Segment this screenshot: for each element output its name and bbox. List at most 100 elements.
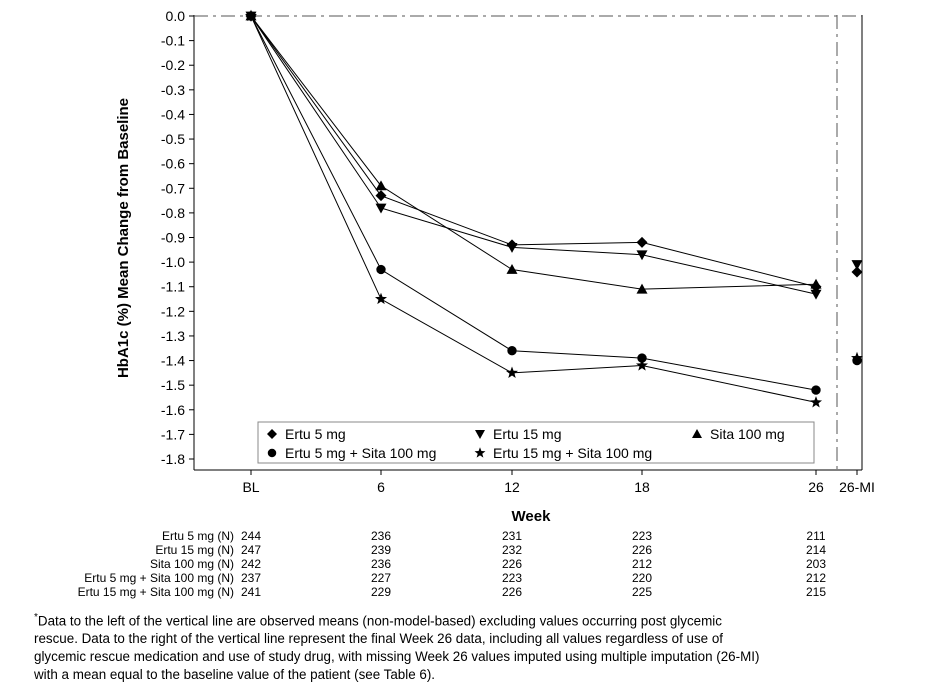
count-value: 236 (371, 557, 391, 571)
count-value: 244 (241, 529, 261, 543)
series-circle (246, 11, 862, 395)
y-tick-label: -0.9 (161, 230, 185, 246)
y-tick-label: -1.0 (161, 254, 185, 270)
count-value: 236 (371, 529, 391, 543)
legend-marker (267, 429, 277, 439)
data-point-mi (850, 351, 864, 364)
chart-axes (189, 15, 863, 475)
y-tick-label: -0.8 (161, 205, 185, 221)
legend-label: Ertu 5 mg (285, 426, 346, 442)
x-tick-label: 18 (634, 479, 650, 495)
count-value: 242 (241, 557, 261, 571)
data-point (636, 283, 648, 294)
legend-label: Ertu 15 mg + Sita 100 mg (493, 445, 652, 461)
hba1c-line-chart: 0.0 -0.1 -0.2 -0.3 -0.4 -0.5 -0.6 -0.7 -0.8 -0.9 -… (78, 8, 875, 599)
legend-marker (692, 429, 702, 438)
count-value: 215 (806, 585, 826, 599)
y-tick-label: 0.0 (166, 8, 186, 24)
footnote-line-3: glycemic rescue medication and use of st… (34, 649, 760, 665)
data-point (635, 359, 649, 371)
footnote-line-1: Data to the left of the vertical line ar… (37, 613, 722, 629)
count-row-label: Ertu 15 mg (N) (155, 543, 234, 557)
series-triangle-down (245, 11, 863, 300)
legend: Ertu 5 mg Ertu 15 mg Sita 100 mg Ertu 5 mg … (257, 421, 815, 464)
count-value: 241 (241, 585, 261, 599)
data-point (811, 385, 821, 395)
legend-label: Sita 100 mg (710, 426, 785, 442)
patient-count-table: Ertu 5 mg (N) 244 236 231 223 211 Ertu 15 mg (… (78, 529, 827, 599)
count-value: 214 (806, 543, 826, 557)
y-tick-label: -1.1 (161, 279, 185, 295)
footnote-marker: * (34, 612, 38, 623)
data-point (375, 180, 387, 191)
data-point (637, 353, 647, 363)
count-value: 226 (502, 557, 522, 571)
series-triangle-up (245, 10, 822, 294)
legend-label: Ertu 15 mg (493, 426, 561, 442)
data-point (636, 250, 648, 261)
count-value: 212 (632, 557, 652, 571)
footnote-line-4: with a mean equal to the baseline value … (34, 667, 435, 683)
count-value: 232 (502, 543, 522, 557)
count-value: 220 (632, 571, 652, 585)
data-point (506, 263, 518, 274)
y-tick-labels: 0.0 -0.1 -0.2 -0.3 -0.4 -0.5 -0.6 -0.7 -0.8 -0.9 -… (161, 8, 185, 467)
count-row-label: Ertu 15 mg + Sita 100 mg (N) (78, 585, 234, 599)
series-group (244, 9, 864, 408)
y-tick-label: -0.1 (161, 33, 185, 49)
data-point (810, 278, 822, 289)
series-line (250, 15, 817, 403)
y-tick-label: -1.3 (161, 328, 185, 344)
series-star (244, 9, 864, 408)
x-tick-label: 26-MI (839, 479, 875, 495)
series-line (250, 15, 817, 288)
count-value: 203 (806, 557, 826, 571)
count-value: 226 (632, 543, 652, 557)
y-tick-label: -0.5 (161, 131, 185, 147)
count-value: 237 (241, 571, 261, 585)
legend-marker (475, 430, 485, 439)
footnote: *Data to the left of the vertical line a… (34, 609, 914, 684)
count-value: 212 (806, 571, 826, 585)
legend-marker (474, 447, 486, 458)
data-point (810, 289, 822, 300)
data-point (636, 236, 648, 248)
y-tick-label: -1.6 (161, 402, 185, 418)
data-point-mi (851, 266, 863, 278)
data-point (375, 190, 387, 202)
data-point (375, 203, 387, 214)
x-tick-label: BL (242, 479, 259, 495)
y-tick-label: -0.3 (161, 82, 185, 98)
x-tick-label: 26 (808, 479, 824, 495)
data-point (374, 292, 388, 305)
legend-label: Ertu 5 mg + Sita 100 mg (285, 445, 436, 461)
legend-marker (267, 448, 277, 458)
series-line (250, 15, 817, 295)
count-value: 227 (371, 571, 391, 585)
y-tick-label: -0.2 (161, 57, 185, 73)
y-axis-title: HbA1c (%) Mean Change from Baseline (115, 98, 132, 378)
count-row-label: Ertu 5 mg (N) (162, 529, 234, 543)
legend-box (257, 421, 815, 464)
y-tick-label: -1.2 (161, 303, 185, 319)
count-value: 226 (502, 585, 522, 599)
count-value: 229 (371, 585, 391, 599)
count-value: 223 (502, 571, 522, 585)
x-tick-labels: BL 6 12 18 26 26-MI (242, 479, 874, 495)
y-tick-label: -1.4 (161, 353, 185, 369)
series-line (250, 15, 817, 391)
y-tick-label: -0.6 (161, 156, 185, 172)
count-value: 247 (241, 543, 261, 557)
y-tick-label: -1.5 (161, 377, 185, 393)
count-value: 239 (371, 543, 391, 557)
data-point (244, 9, 258, 22)
data-point (809, 396, 823, 408)
data-point (506, 242, 518, 253)
count-value: 223 (632, 529, 652, 543)
count-value: 211 (806, 529, 825, 543)
y-tick-label: -0.4 (161, 106, 185, 122)
y-tick-label: -0.7 (161, 180, 185, 196)
data-point-mi (851, 260, 863, 271)
data-point (505, 366, 519, 378)
y-tick-label: -1.8 (161, 451, 185, 467)
